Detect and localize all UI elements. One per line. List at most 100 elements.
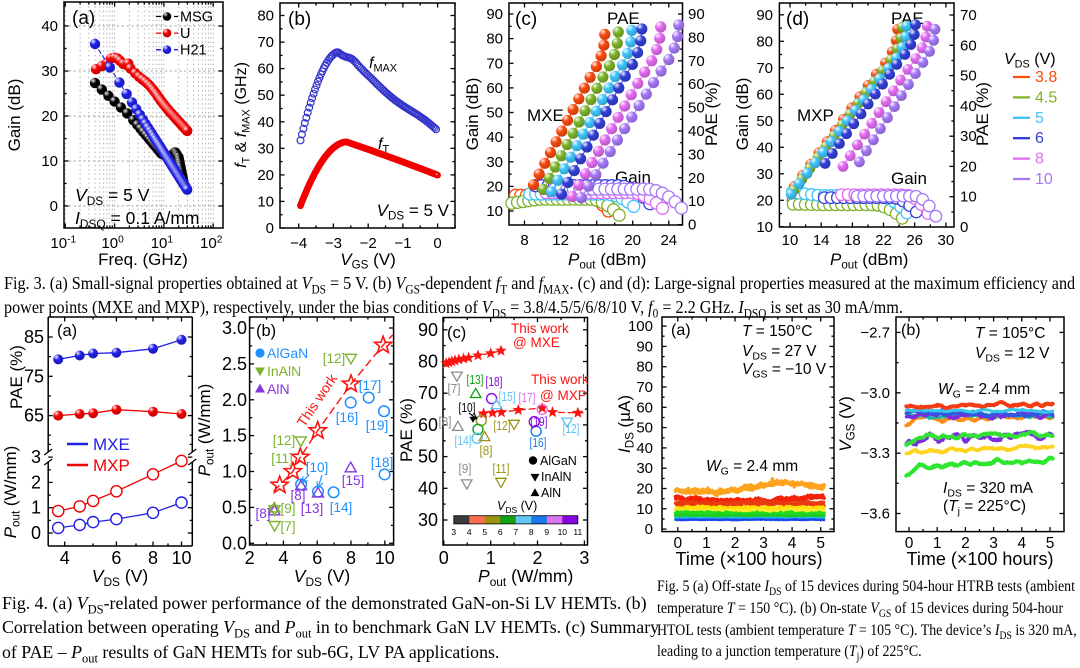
svg-text:(a): (a) <box>72 8 95 29</box>
svg-text:40: 40 <box>960 98 977 115</box>
svg-text:[12]: [12] <box>273 433 296 448</box>
svg-text:VGS (V): VGS (V) <box>836 396 858 452</box>
svg-text:(d): (d) <box>786 9 809 30</box>
svg-text:VDS (V): VDS (V) <box>497 499 537 515</box>
svg-text:2: 2 <box>961 535 970 552</box>
svg-text:3: 3 <box>31 447 41 467</box>
svg-text:20: 20 <box>624 232 641 249</box>
svg-text:70: 70 <box>486 55 503 72</box>
svg-text:(b): (b) <box>256 322 276 340</box>
svg-text:20: 20 <box>756 192 773 209</box>
svg-text:50: 50 <box>257 87 274 104</box>
svg-text:3: 3 <box>989 535 998 552</box>
svg-text:[8]: [8] <box>480 444 493 458</box>
svg-text:10: 10 <box>375 548 395 568</box>
svg-text:@ MXP: @ MXP <box>540 388 587 403</box>
svg-text:fT & fMAX (GHz): fT & fMAX (GHz) <box>233 62 253 168</box>
svg-text:80: 80 <box>756 33 773 50</box>
svg-text:70: 70 <box>960 7 977 24</box>
svg-text:IDSQ = 0.1 A/mm: IDSQ = 0.1 A/mm <box>75 208 200 231</box>
svg-text:10: 10 <box>257 193 274 210</box>
svg-text:9: 9 <box>544 527 549 537</box>
svg-text:fMAX: fMAX <box>369 55 398 75</box>
svg-text:10: 10 <box>960 189 977 206</box>
svg-text:70: 70 <box>688 53 705 70</box>
svg-text:10: 10 <box>782 232 799 249</box>
svg-text:40: 40 <box>636 440 653 457</box>
svg-text:VDS (V): VDS (V) <box>1004 51 1056 71</box>
svg-text:Pout (dBm): Pout (dBm) <box>568 250 646 272</box>
svg-text:0.5: 0.5 <box>222 497 247 517</box>
svg-text:[14]: [14] <box>330 500 353 515</box>
svg-text:−2.7: −2.7 <box>860 324 890 341</box>
svg-text:VDS (V): VDS (V) <box>294 566 350 589</box>
svg-text:4: 4 <box>788 535 797 552</box>
svg-text:40: 40 <box>41 18 58 35</box>
svg-text:PAE (%): PAE (%) <box>7 345 26 409</box>
svg-text:30: 30 <box>688 146 705 163</box>
svg-text:fT: fT <box>378 136 389 156</box>
svg-text:2: 2 <box>731 535 740 552</box>
svg-text:10: 10 <box>41 153 58 170</box>
svg-text:(b): (b) <box>288 9 311 30</box>
svg-text:T = 150°C: T = 150°C <box>742 323 812 340</box>
svg-text:−3.3: −3.3 <box>860 445 890 462</box>
svg-text:U: U <box>180 26 190 42</box>
svg-text:90: 90 <box>688 6 705 23</box>
svg-text:Time (×100 hours): Time (×100 hours) <box>907 549 1054 569</box>
svg-text:[16]: [16] <box>530 436 547 450</box>
svg-text:[17]: [17] <box>359 378 382 393</box>
svg-text:80: 80 <box>418 352 438 372</box>
svg-text:(a): (a) <box>57 322 77 340</box>
svg-text:MXP: MXP <box>93 456 130 475</box>
svg-text:60: 60 <box>257 61 274 78</box>
svg-text:8: 8 <box>346 548 356 568</box>
svg-text:0: 0 <box>905 535 914 552</box>
svg-text:70: 70 <box>257 34 274 51</box>
svg-text:8: 8 <box>520 232 528 249</box>
svg-text:−4: −4 <box>290 235 307 252</box>
svg-text:MXP: MXP <box>797 106 834 125</box>
svg-text:4: 4 <box>467 527 472 537</box>
svg-text:Pout (W/mm): Pout (W/mm) <box>478 566 573 589</box>
svg-text:20: 20 <box>41 108 58 125</box>
svg-text:10: 10 <box>558 527 568 537</box>
svg-text:60: 60 <box>486 80 503 97</box>
svg-text:1: 1 <box>486 548 496 568</box>
svg-text:(Tj = 225°C): (Tj = 225°C) <box>943 498 1026 517</box>
svg-text:6: 6 <box>111 548 121 568</box>
svg-text:[7]: [7] <box>280 519 295 534</box>
svg-text:30: 30 <box>41 63 58 80</box>
svg-text:30: 30 <box>486 154 503 171</box>
svg-text:50: 50 <box>756 113 773 130</box>
svg-text:65: 65 <box>24 406 44 426</box>
svg-text:2: 2 <box>31 472 41 492</box>
svg-text:H21: H21 <box>180 43 207 59</box>
svg-text:MXE: MXE <box>93 435 130 454</box>
svg-text:3: 3 <box>759 535 768 552</box>
svg-text:10: 10 <box>636 501 653 518</box>
svg-text:[18]: [18] <box>486 375 503 389</box>
svg-text:[14]: [14] <box>455 434 472 448</box>
svg-text:6: 6 <box>498 527 503 537</box>
svg-text:0.0: 0.0 <box>222 533 247 553</box>
svg-text:102: 102 <box>200 234 223 252</box>
svg-text:AlN: AlN <box>541 486 561 500</box>
svg-text:50: 50 <box>636 420 653 437</box>
svg-text:Gain (dB): Gain (dB) <box>5 79 24 152</box>
svg-text:[12]: [12] <box>494 419 511 433</box>
svg-text:0: 0 <box>960 219 968 236</box>
svg-text:7: 7 <box>513 527 518 537</box>
svg-text:60: 60 <box>418 415 438 435</box>
svg-text:3.0: 3.0 <box>222 318 247 338</box>
svg-text:4: 4 <box>278 548 288 568</box>
svg-text:26: 26 <box>906 232 923 249</box>
svg-text:−3.0: −3.0 <box>860 385 890 402</box>
svg-text:(b): (b) <box>901 322 921 339</box>
svg-text:(c): (c) <box>447 324 466 342</box>
svg-text:[19]: [19] <box>531 415 548 429</box>
svg-text:8: 8 <box>1035 151 1044 168</box>
svg-text:WG = 2.4 mm: WG = 2.4 mm <box>706 458 798 477</box>
svg-text:[13]: [13] <box>301 501 324 516</box>
svg-text:[7]: [7] <box>448 382 461 396</box>
